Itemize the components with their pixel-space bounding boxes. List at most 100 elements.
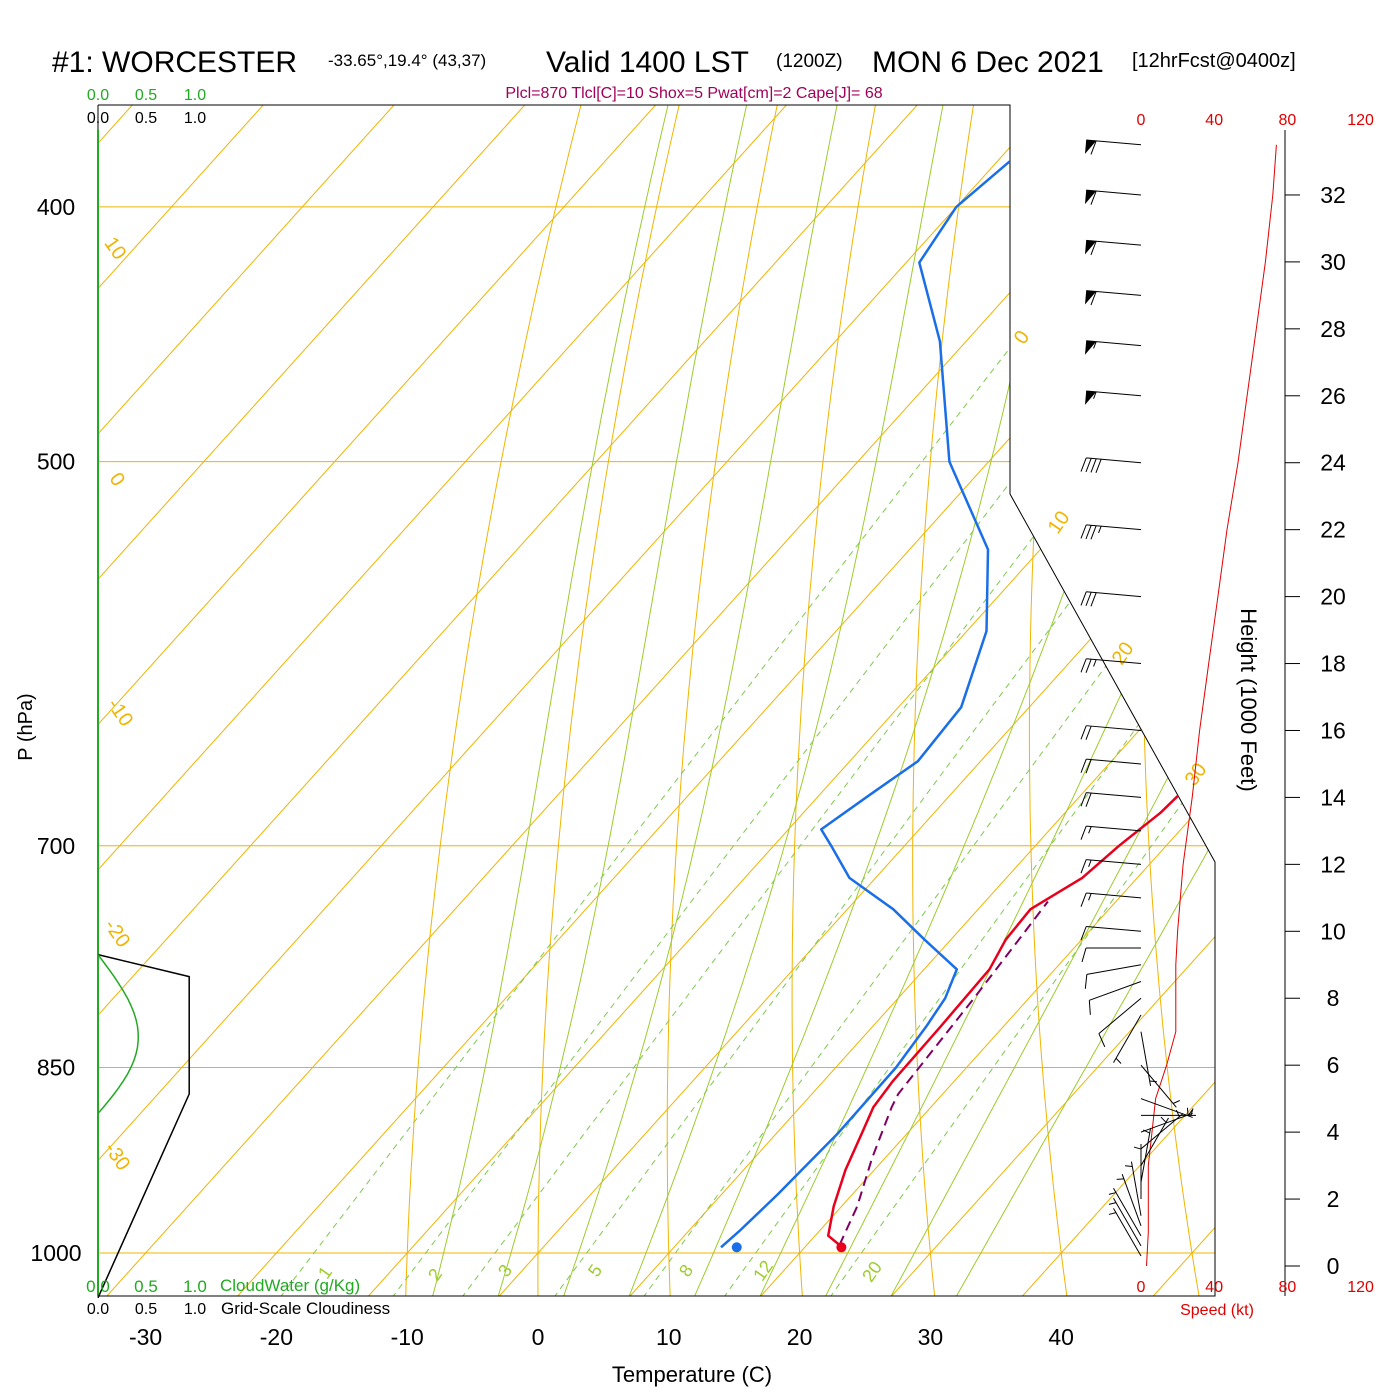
moist-adiabat-line (824, 105, 1215, 1296)
wind-barb-full (1085, 525, 1092, 540)
moist-adiabat-line (497, 105, 858, 1296)
wind-barb (1108, 1208, 1142, 1257)
height-tick-label: 16 (1320, 717, 1346, 743)
temperature-tick-label: 30 (918, 1324, 944, 1350)
mixing-ratio-label: 2 (424, 1265, 446, 1285)
wind-barb (1140, 1064, 1180, 1108)
background-grid (98, 105, 1215, 1296)
wind-barb (1080, 591, 1142, 607)
wind-barb-staff (1140, 1128, 1152, 1183)
wind-barb-half (1187, 1109, 1193, 1117)
valid-date: MON 6 Dec 2021 (872, 46, 1104, 79)
isotherm-label: 0 (105, 469, 129, 491)
wind-barb-full (1090, 190, 1097, 205)
wind-barb (1084, 964, 1142, 989)
mixing-ratio-label: 8 (675, 1261, 697, 1281)
speed-tick-bottom: 0 (1137, 1279, 1146, 1296)
wind-panel (1080, 139, 1277, 1267)
wind-barb (1140, 1107, 1193, 1133)
wind-barb (1140, 1031, 1157, 1086)
wind-barb (1080, 859, 1142, 874)
isotherm-line (1151, 105, 1215, 1296)
wind-barb-full (1080, 725, 1087, 740)
wind-barb-full (1090, 241, 1097, 256)
wind-barb-full (1088, 1000, 1091, 1015)
wind-barb-staff (1089, 981, 1142, 1001)
wind-barb-full (1090, 592, 1097, 607)
isotherm-line (98, 105, 1215, 1296)
wind-barb-half (1186, 1107, 1189, 1116)
height-tick-label: 6 (1327, 1052, 1340, 1078)
isotherm-line (497, 105, 1215, 1296)
wind-barb-half (1108, 1192, 1117, 1195)
wind-barb (1084, 390, 1142, 405)
wind-barb (1133, 1144, 1142, 1200)
height-axis-title: Height (1000 Feet) (1236, 608, 1261, 791)
speed-tick-top: 120 (1347, 112, 1374, 129)
wind-barb-full (1090, 291, 1097, 306)
height-tick-label: 24 (1320, 450, 1346, 476)
wind-barb-staff (1086, 825, 1142, 832)
wind-barb-staff (1140, 1117, 1169, 1166)
wind-barb-full (1080, 859, 1087, 874)
wind-barb-half (1116, 1178, 1124, 1180)
height-tick-label: 32 (1320, 182, 1346, 208)
wind-speed-profile (1146, 144, 1277, 1267)
wind-barb (1080, 658, 1142, 673)
wind-barb-full (1084, 974, 1088, 989)
wind-barb-full (1080, 758, 1087, 773)
wind-barb-flag (1084, 340, 1097, 355)
wind-barb-full (1080, 591, 1087, 606)
pressure-tick-label: 700 (37, 833, 75, 859)
wind-barb-staff (1086, 964, 1142, 975)
height-tick-label: 0 (1327, 1253, 1340, 1279)
mixing-ratio-line (553, 206, 1215, 1296)
wind-barb (1084, 239, 1142, 256)
height-tick-label: 18 (1320, 651, 1346, 677)
wind-barb-flag (1084, 290, 1097, 305)
height-tick-label: 30 (1320, 249, 1346, 275)
isotherm-line (98, 105, 917, 1296)
cloud-water-tick-top: 1.0 (184, 87, 206, 104)
isotherm-label: 0 (1010, 327, 1034, 349)
wind-barb (1080, 892, 1142, 907)
wind-barb-staff (1086, 725, 1142, 731)
wind-barb-full (1080, 524, 1087, 539)
mixing-ratio-label: 20 (858, 1258, 886, 1286)
wind-barb-staff (1086, 758, 1142, 765)
y-axis-title: P (hPa) (15, 693, 37, 760)
plot-frame (97, 104, 1216, 1297)
forecast-label: [12hrFcst@0400z] (1132, 50, 1296, 72)
isotherm-line (235, 105, 1215, 1296)
wind-barb-staff (1086, 457, 1142, 464)
cloudiness-tick-top: 1.0 (184, 110, 206, 127)
mixing-ratio-line (723, 206, 1215, 1296)
wind-barb-half (1098, 525, 1102, 534)
wind-barb (1084, 139, 1142, 155)
cloud-panel (97, 953, 190, 1299)
dry-adiabat-line (666, 105, 883, 1296)
wind-barb-half (1088, 893, 1092, 901)
wind-barb-full (1085, 792, 1092, 807)
mixing-ratio-line (391, 206, 1215, 1296)
dry-adiabat-line (405, 105, 707, 1296)
wind-barb-half (1108, 1212, 1117, 1215)
wind-barb-full (1090, 140, 1097, 155)
isotherm-label: -30 (100, 1138, 135, 1174)
cloud-water-tick-bottom: 0.5 (134, 1277, 158, 1296)
cloudiness-tick-bottom: 0.0 (87, 1301, 109, 1318)
wind-barb-half (1115, 1057, 1122, 1064)
height-tick-label: 8 (1327, 985, 1340, 1011)
wind-barb (1140, 1116, 1169, 1166)
mixing-ratio-label: 5 (584, 1261, 606, 1281)
x-axis-title: Temperature (C) (612, 1362, 772, 1387)
height-tick-label: 4 (1327, 1119, 1340, 1145)
wind-barb-staff (1140, 1064, 1177, 1108)
wind-barb (1080, 926, 1142, 941)
wind-barb-full (1085, 759, 1092, 774)
temperature-tick-label: 40 (1048, 1324, 1074, 1350)
wind-barb (1108, 1198, 1142, 1247)
height-tick-label: 12 (1320, 851, 1346, 877)
